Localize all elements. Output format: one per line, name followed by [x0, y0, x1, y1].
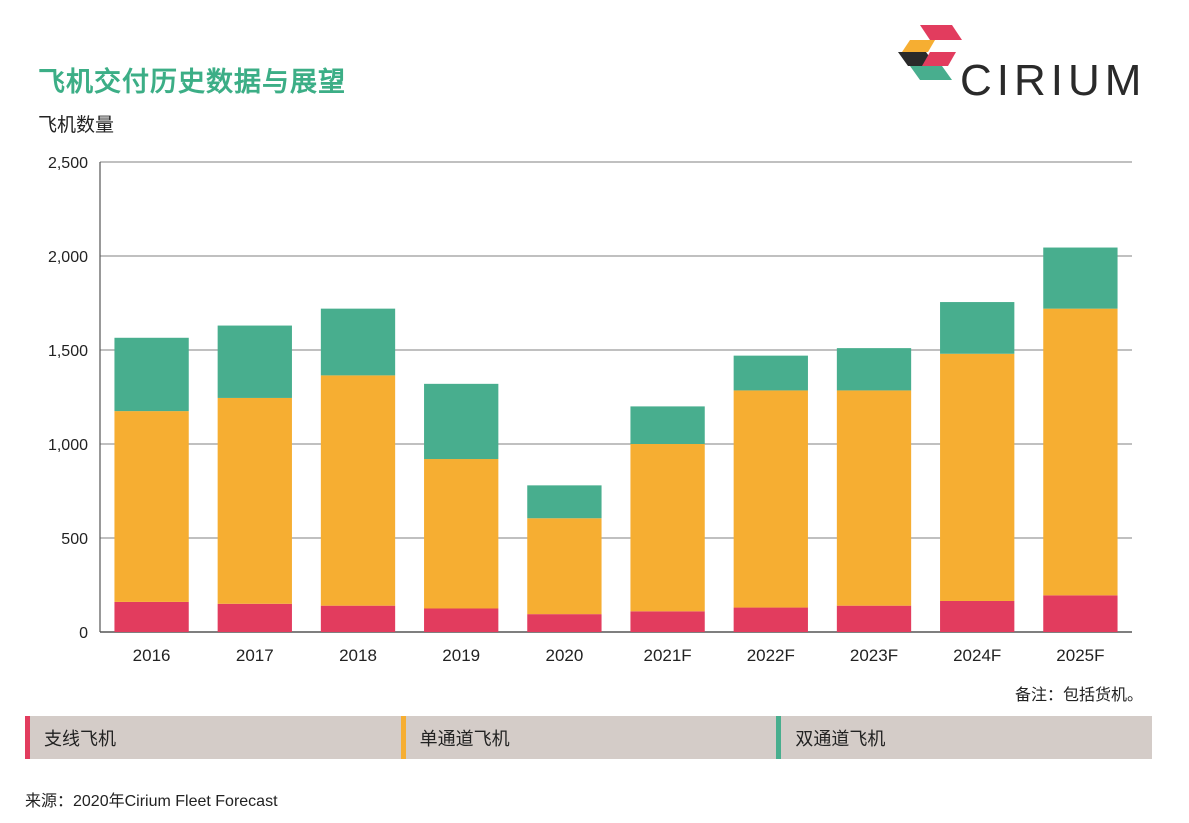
- legend-swatch-narrowbody: [400, 716, 406, 759]
- bar-narrowbody-2023F: [836, 390, 912, 606]
- chart-title: 飞机交付历史数据与展望: [38, 67, 346, 98]
- bar-widebody-2020: [527, 485, 602, 519]
- logo-stripe-green: [910, 66, 952, 80]
- bar-widebody-2017: [217, 325, 292, 398]
- x-tick-label: 2018: [339, 646, 377, 665]
- bar-regional-2023F: [836, 605, 912, 632]
- bar-narrowbody-2017: [217, 397, 292, 604]
- bar-regional-2018: [320, 605, 396, 632]
- x-tick-label: 2024F: [953, 646, 1001, 665]
- bar-widebody-2023F: [836, 348, 912, 391]
- cirium-logo: [898, 25, 962, 80]
- bar-narrowbody-2018: [320, 375, 396, 606]
- bar-regional-2016: [114, 601, 189, 632]
- bar-narrowbody-2019: [424, 459, 499, 609]
- x-tick-label: 2020: [545, 646, 583, 665]
- bar-widebody-2019: [424, 383, 499, 460]
- legend-swatch-widebody: [776, 716, 782, 759]
- bar-narrowbody-2020: [527, 518, 602, 615]
- y-tick-label: 1,500: [48, 343, 88, 360]
- bar-narrowbody-2025F: [1043, 308, 1118, 596]
- bar-narrowbody-2016: [114, 411, 189, 602]
- logo-stripe-yellow: [902, 40, 935, 52]
- bar-regional-2020: [527, 614, 602, 632]
- legend-label-widebody: 双通道飞机: [795, 728, 886, 750]
- legend-item-widebody: 双通道飞机: [776, 716, 1152, 759]
- bar-widebody-2024F: [940, 302, 1015, 354]
- source-note: 来源：2020年Cirium Fleet Forecast: [25, 793, 278, 810]
- y-tick-label: 2,500: [48, 155, 88, 172]
- x-tick-label: 2023F: [850, 646, 898, 665]
- logo-stripe-pink: [920, 25, 962, 40]
- footnote: 备注：包括货机。: [1014, 685, 1143, 704]
- x-tick-label: 2022F: [747, 646, 795, 665]
- legend-item-regional: 支线飞机: [25, 716, 401, 759]
- bar-widebody-2021F: [630, 406, 705, 444]
- logo-stripe-pink2: [922, 52, 956, 66]
- legend-label-narrowbody: 单通道飞机: [419, 728, 510, 750]
- x-tick-label: 2017: [236, 646, 274, 665]
- bar-regional-2021F: [630, 611, 705, 632]
- bar-narrowbody-2024F: [940, 353, 1015, 601]
- legend-item-narrowbody: 单通道飞机: [400, 716, 777, 759]
- x-tick-label: 2019: [442, 646, 480, 665]
- y-tick-label: 1,000: [48, 437, 88, 454]
- y-tick-label: 500: [61, 531, 88, 548]
- bar-regional-2022F: [733, 607, 808, 632]
- y-axis-label: 飞机数量: [38, 114, 115, 136]
- x-tick-labels: 2016 2017 2018 2019 2020 2021F 2022F 2023F 2024F…: [133, 646, 1105, 665]
- legend-swatch-regional: [25, 716, 30, 759]
- logo-text: CIRIUM: [960, 56, 1147, 105]
- legend-label-regional: 支线飞机: [44, 728, 116, 750]
- x-tick-label: 2016: [133, 646, 171, 665]
- bar-widebody-2018: [320, 308, 396, 376]
- x-tick-label: 2025F: [1056, 646, 1104, 665]
- bar-widebody-2022F: [733, 355, 808, 391]
- bar-regional-2024F: [940, 600, 1015, 632]
- x-tick-label: 2021F: [643, 646, 691, 665]
- y-tick-labels: 0 500 1,000 1,500 2,000 2,500: [48, 155, 88, 642]
- bar-narrowbody-2022F: [733, 390, 808, 608]
- bar-narrowbody-2021F: [630, 444, 705, 612]
- bars: [114, 247, 1118, 632]
- legend: 支线飞机 单通道飞机 双通道飞机: [25, 716, 1152, 759]
- y-tick-label: 2,000: [48, 249, 88, 266]
- bar-widebody-2016: [114, 337, 189, 412]
- bar-widebody-2025F: [1043, 247, 1118, 309]
- bar-regional-2019: [424, 608, 499, 632]
- bar-regional-2017: [217, 603, 292, 632]
- bar-regional-2025F: [1043, 595, 1118, 632]
- y-tick-label: 0: [79, 625, 88, 642]
